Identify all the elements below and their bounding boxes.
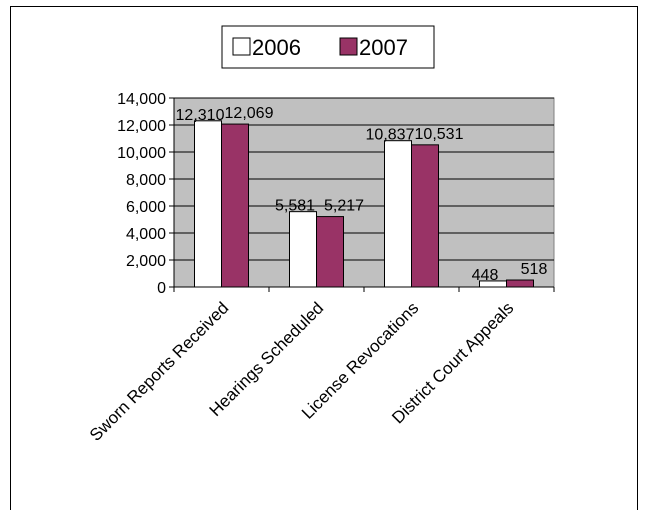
- data-label-2006-2: 5,581: [275, 198, 315, 215]
- legend-swatch-2007: [339, 37, 358, 56]
- legend-box: [221, 25, 435, 69]
- data-label-2007-1: 12,069: [225, 105, 274, 122]
- y-tick-label: 12,000: [117, 118, 166, 135]
- data-label-2006-1: 12,310: [176, 107, 225, 124]
- bar-2007-1: [221, 123, 249, 288]
- data-label-2006-3: 10,837: [366, 127, 415, 144]
- legend: 2006 2007: [221, 25, 435, 69]
- data-label-2007-4: 518: [521, 261, 548, 278]
- data-label-2007-3: 10,531: [415, 126, 464, 143]
- y-tick-label: 14,000: [117, 91, 166, 108]
- bar-2006-3: [384, 140, 412, 288]
- legend-label-2006: 2006: [252, 35, 301, 60]
- y-tick-label: 6,000: [126, 199, 166, 216]
- bar-2007-4: [506, 279, 534, 288]
- category-label-1: Sworn Reports Received: [86, 298, 232, 444]
- y-tick-label: 8,000: [126, 172, 166, 189]
- data-label-2006-4: 448: [472, 267, 499, 284]
- data-label-2007-2: 5,217: [324, 198, 364, 215]
- y-tick-label: 0: [157, 280, 166, 297]
- bar-2007-2: [316, 216, 344, 288]
- y-tick-label: 4,000: [126, 226, 166, 243]
- plot-area: 0 2,000 4,000 6,000 8,000 10,000 12,000 14,000 1…: [86, 91, 555, 445]
- legend-swatch-2006: [232, 37, 251, 56]
- legend-label-2007: 2007: [359, 35, 408, 60]
- y-tick-label: 10,000: [117, 145, 166, 162]
- bar-2007-3: [411, 144, 439, 288]
- bar-2006-1: [194, 120, 222, 288]
- y-tick-label: 2,000: [126, 253, 166, 270]
- bar-2006-2: [289, 211, 317, 288]
